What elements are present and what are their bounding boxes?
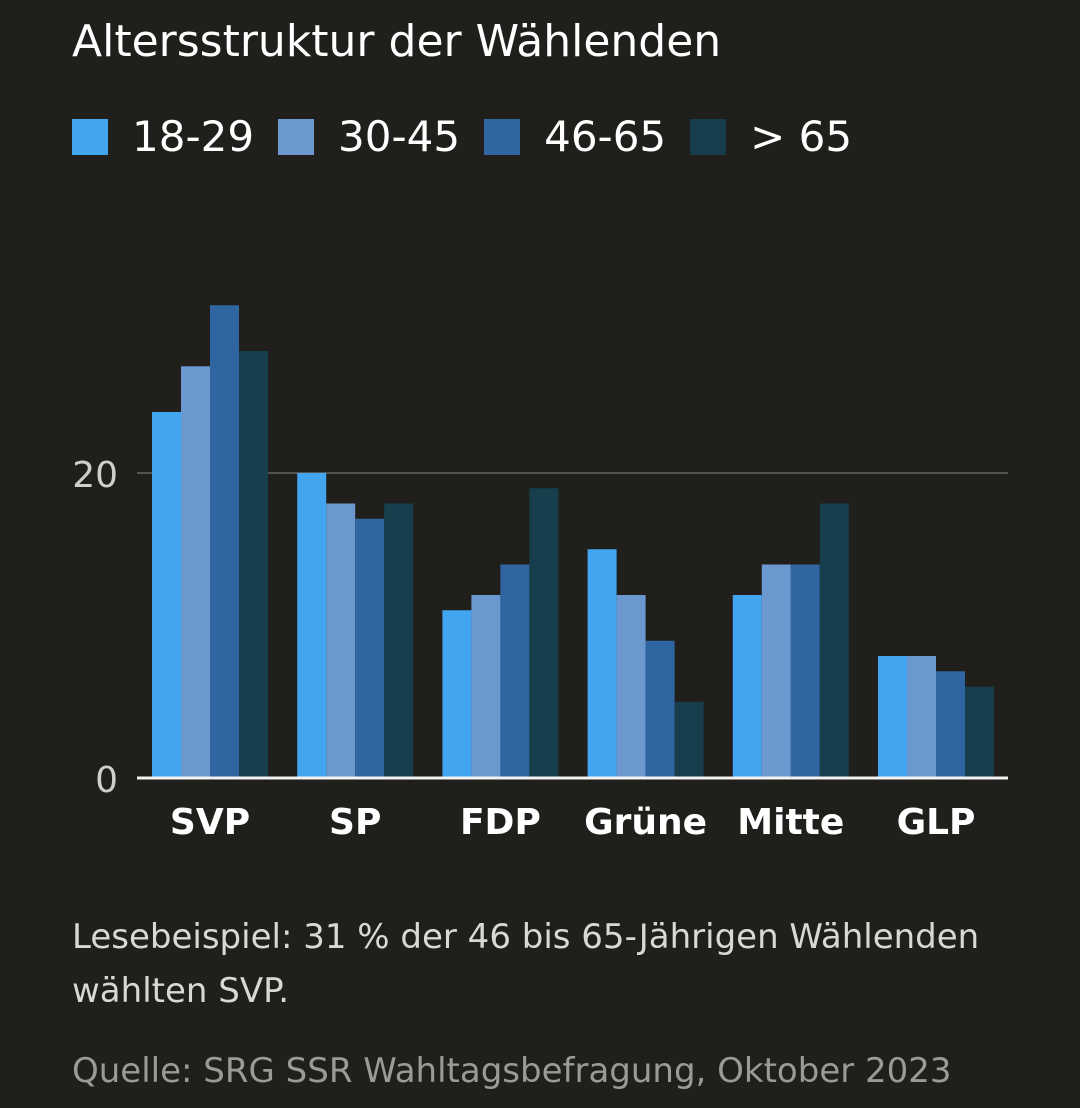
chart-title: Altersstruktur der Wählenden xyxy=(72,16,722,67)
bar-fdp-series-3 xyxy=(529,488,559,778)
bar-svp-series-2 xyxy=(210,305,239,778)
x-tick-label-fdp: FDP xyxy=(460,802,541,843)
legend-swatch-over-65 xyxy=(690,119,727,155)
legend-swatch-46-65 xyxy=(484,119,521,155)
bar-sp-series-2 xyxy=(355,518,385,778)
bar-glp-series-1 xyxy=(907,656,936,778)
x-tick-label-mitte: Mitte xyxy=(737,802,844,843)
bar-glp-series-3 xyxy=(965,686,994,778)
bar-grüne-series-2 xyxy=(645,640,675,778)
legend-label-46-65: 46-65 xyxy=(544,112,667,161)
bar-grüne-series-0 xyxy=(587,549,617,778)
bar-svp-series-1 xyxy=(181,366,210,778)
legend-swatch-18-29 xyxy=(72,119,108,155)
bar-sp-series-0 xyxy=(297,473,327,778)
x-tick-label-glp: GLP xyxy=(897,802,976,843)
legend-item-18-29: 18-29 xyxy=(72,112,254,162)
bar-svp-series-0 xyxy=(152,412,181,778)
legend-swatch-30-45 xyxy=(278,119,315,155)
legend-label-30-45: 30-45 xyxy=(338,112,461,161)
x-tick-label-svp: SVP xyxy=(170,802,250,843)
bar-mitte-series-0 xyxy=(732,595,762,778)
bar-chart: 0 20 SVP SP FDP Grüne Mitte GLP xyxy=(72,305,1008,843)
legend: 18-29 30-45 46-65 > 65 xyxy=(72,112,876,162)
x-tick-label-sp: SP xyxy=(329,802,381,843)
x-tick-label-grüne: Grüne xyxy=(584,802,707,843)
source-note: Quelle: SRG SSR Wahltagsbefragung, Oktob… xyxy=(72,1051,952,1091)
bar-sp-series-3 xyxy=(384,503,414,778)
bar-mitte-series-1 xyxy=(761,564,791,778)
legend-item-over-65: > 65 xyxy=(690,112,852,162)
bar-glp-series-0 xyxy=(878,656,907,778)
legend-label-18-29: 18-29 xyxy=(132,112,255,161)
bar-fdp-series-2 xyxy=(500,564,530,778)
bar-mitte-series-3 xyxy=(819,503,849,778)
bar-fdp-series-1 xyxy=(471,595,501,778)
bar-mitte-series-2 xyxy=(790,564,820,778)
legend-item-46-65: 46-65 xyxy=(484,112,666,162)
legend-label-over-65: > 65 xyxy=(750,112,853,161)
bar-glp-series-2 xyxy=(936,671,965,778)
bar-fdp-series-0 xyxy=(442,610,472,778)
bar-grüne-series-1 xyxy=(616,595,646,778)
bar-svp-series-3 xyxy=(239,351,268,778)
y-tick-label-0: 0 xyxy=(95,760,118,801)
legend-item-30-45: 30-45 xyxy=(278,112,460,162)
reading-example-note: Lesebeispiel: 31 % der 46 bis 65-Jährige… xyxy=(72,917,980,1011)
bar-grüne-series-3 xyxy=(674,701,704,778)
bar-sp-series-1 xyxy=(326,503,356,778)
y-tick-label-20: 20 xyxy=(72,455,118,496)
